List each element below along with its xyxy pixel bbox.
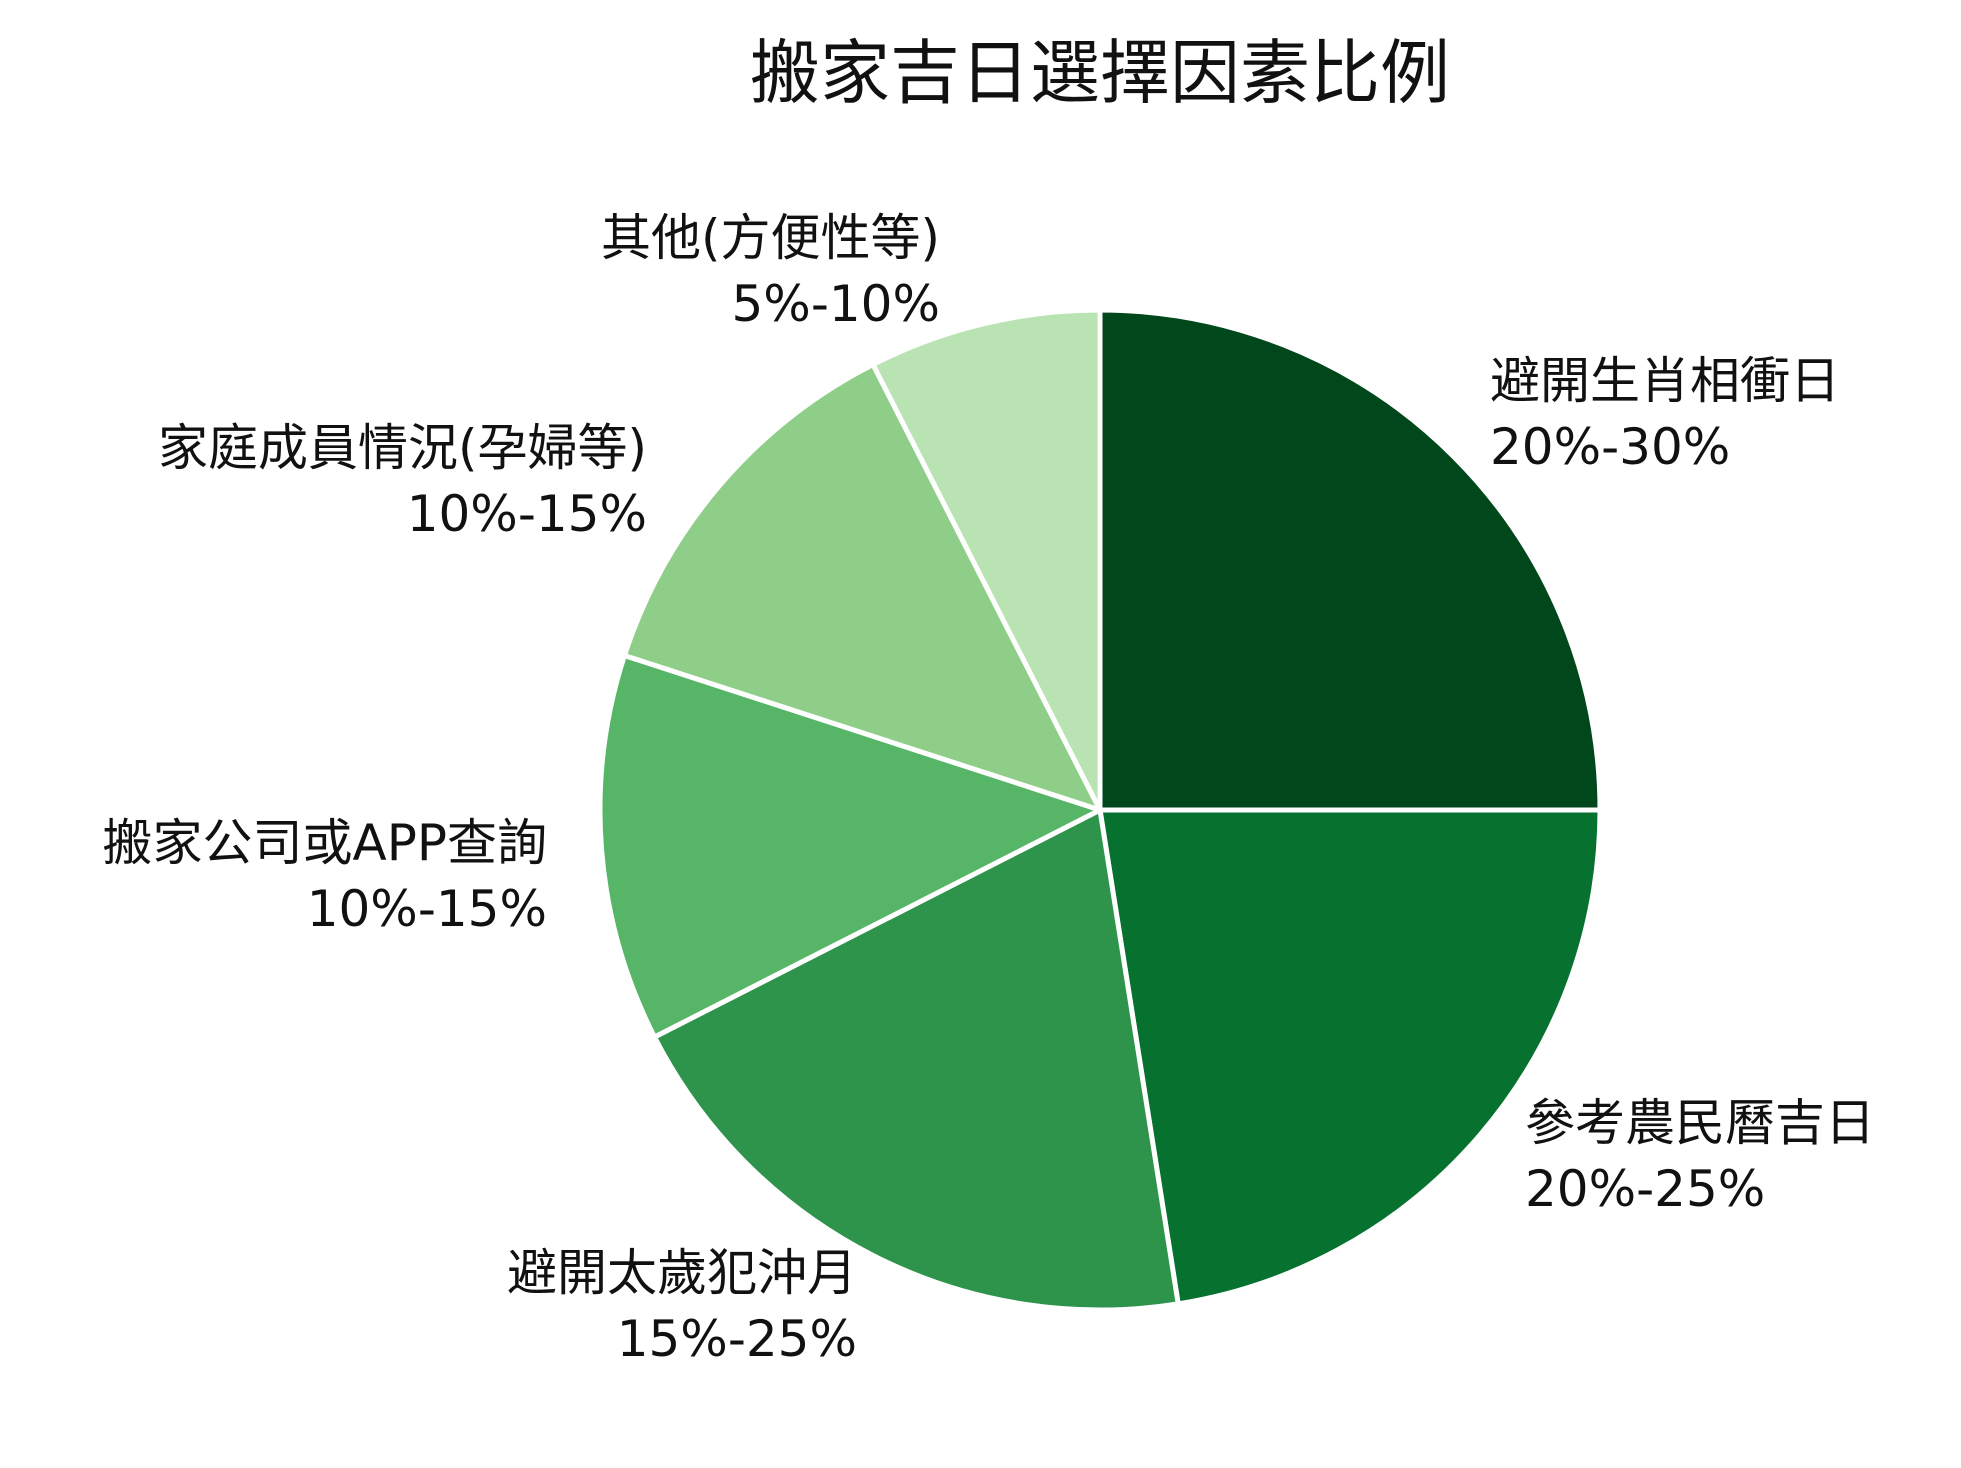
slice-name-label: 參考農民曆吉日 (1525, 1094, 1875, 1152)
slice-range-label: 20%-30% (1490, 418, 1730, 476)
chart-title: 搬家吉日選擇因素比例 (750, 32, 1450, 114)
slice-name-label: 避開太歲犯沖月 (507, 1244, 857, 1302)
slice-labels: 避開生肖相衝日 20%-30% 參考農民曆吉日 20%-25% 避開太歲犯沖月 15%-2… (102, 209, 1875, 1368)
pie-slice (652, 807, 1181, 1313)
slice-range-label: 20%-25% (1525, 1160, 1765, 1218)
slice-range-label: 15%-25% (617, 1310, 857, 1368)
pie-slice (621, 362, 1103, 813)
slice-name-label: 家庭成員情況(孕婦等) (158, 419, 647, 477)
slice-range-label: 5%-10% (732, 275, 941, 333)
pie-slice (1097, 307, 1603, 813)
pie-slice (1097, 807, 1603, 1307)
pie-slice (870, 307, 1103, 813)
slice-name-label: 避開生肖相衝日 (1490, 352, 1840, 410)
pie-slices (597, 307, 1603, 1313)
slice-name-label: 搬家公司或APP查詢 (102, 814, 547, 872)
slice-range-label: 10%-15% (407, 485, 647, 543)
slice-range-label: 10%-15% (307, 880, 547, 938)
pie-slice (597, 652, 1103, 1040)
slice-name-label: 其他(方便性等) (601, 209, 940, 267)
